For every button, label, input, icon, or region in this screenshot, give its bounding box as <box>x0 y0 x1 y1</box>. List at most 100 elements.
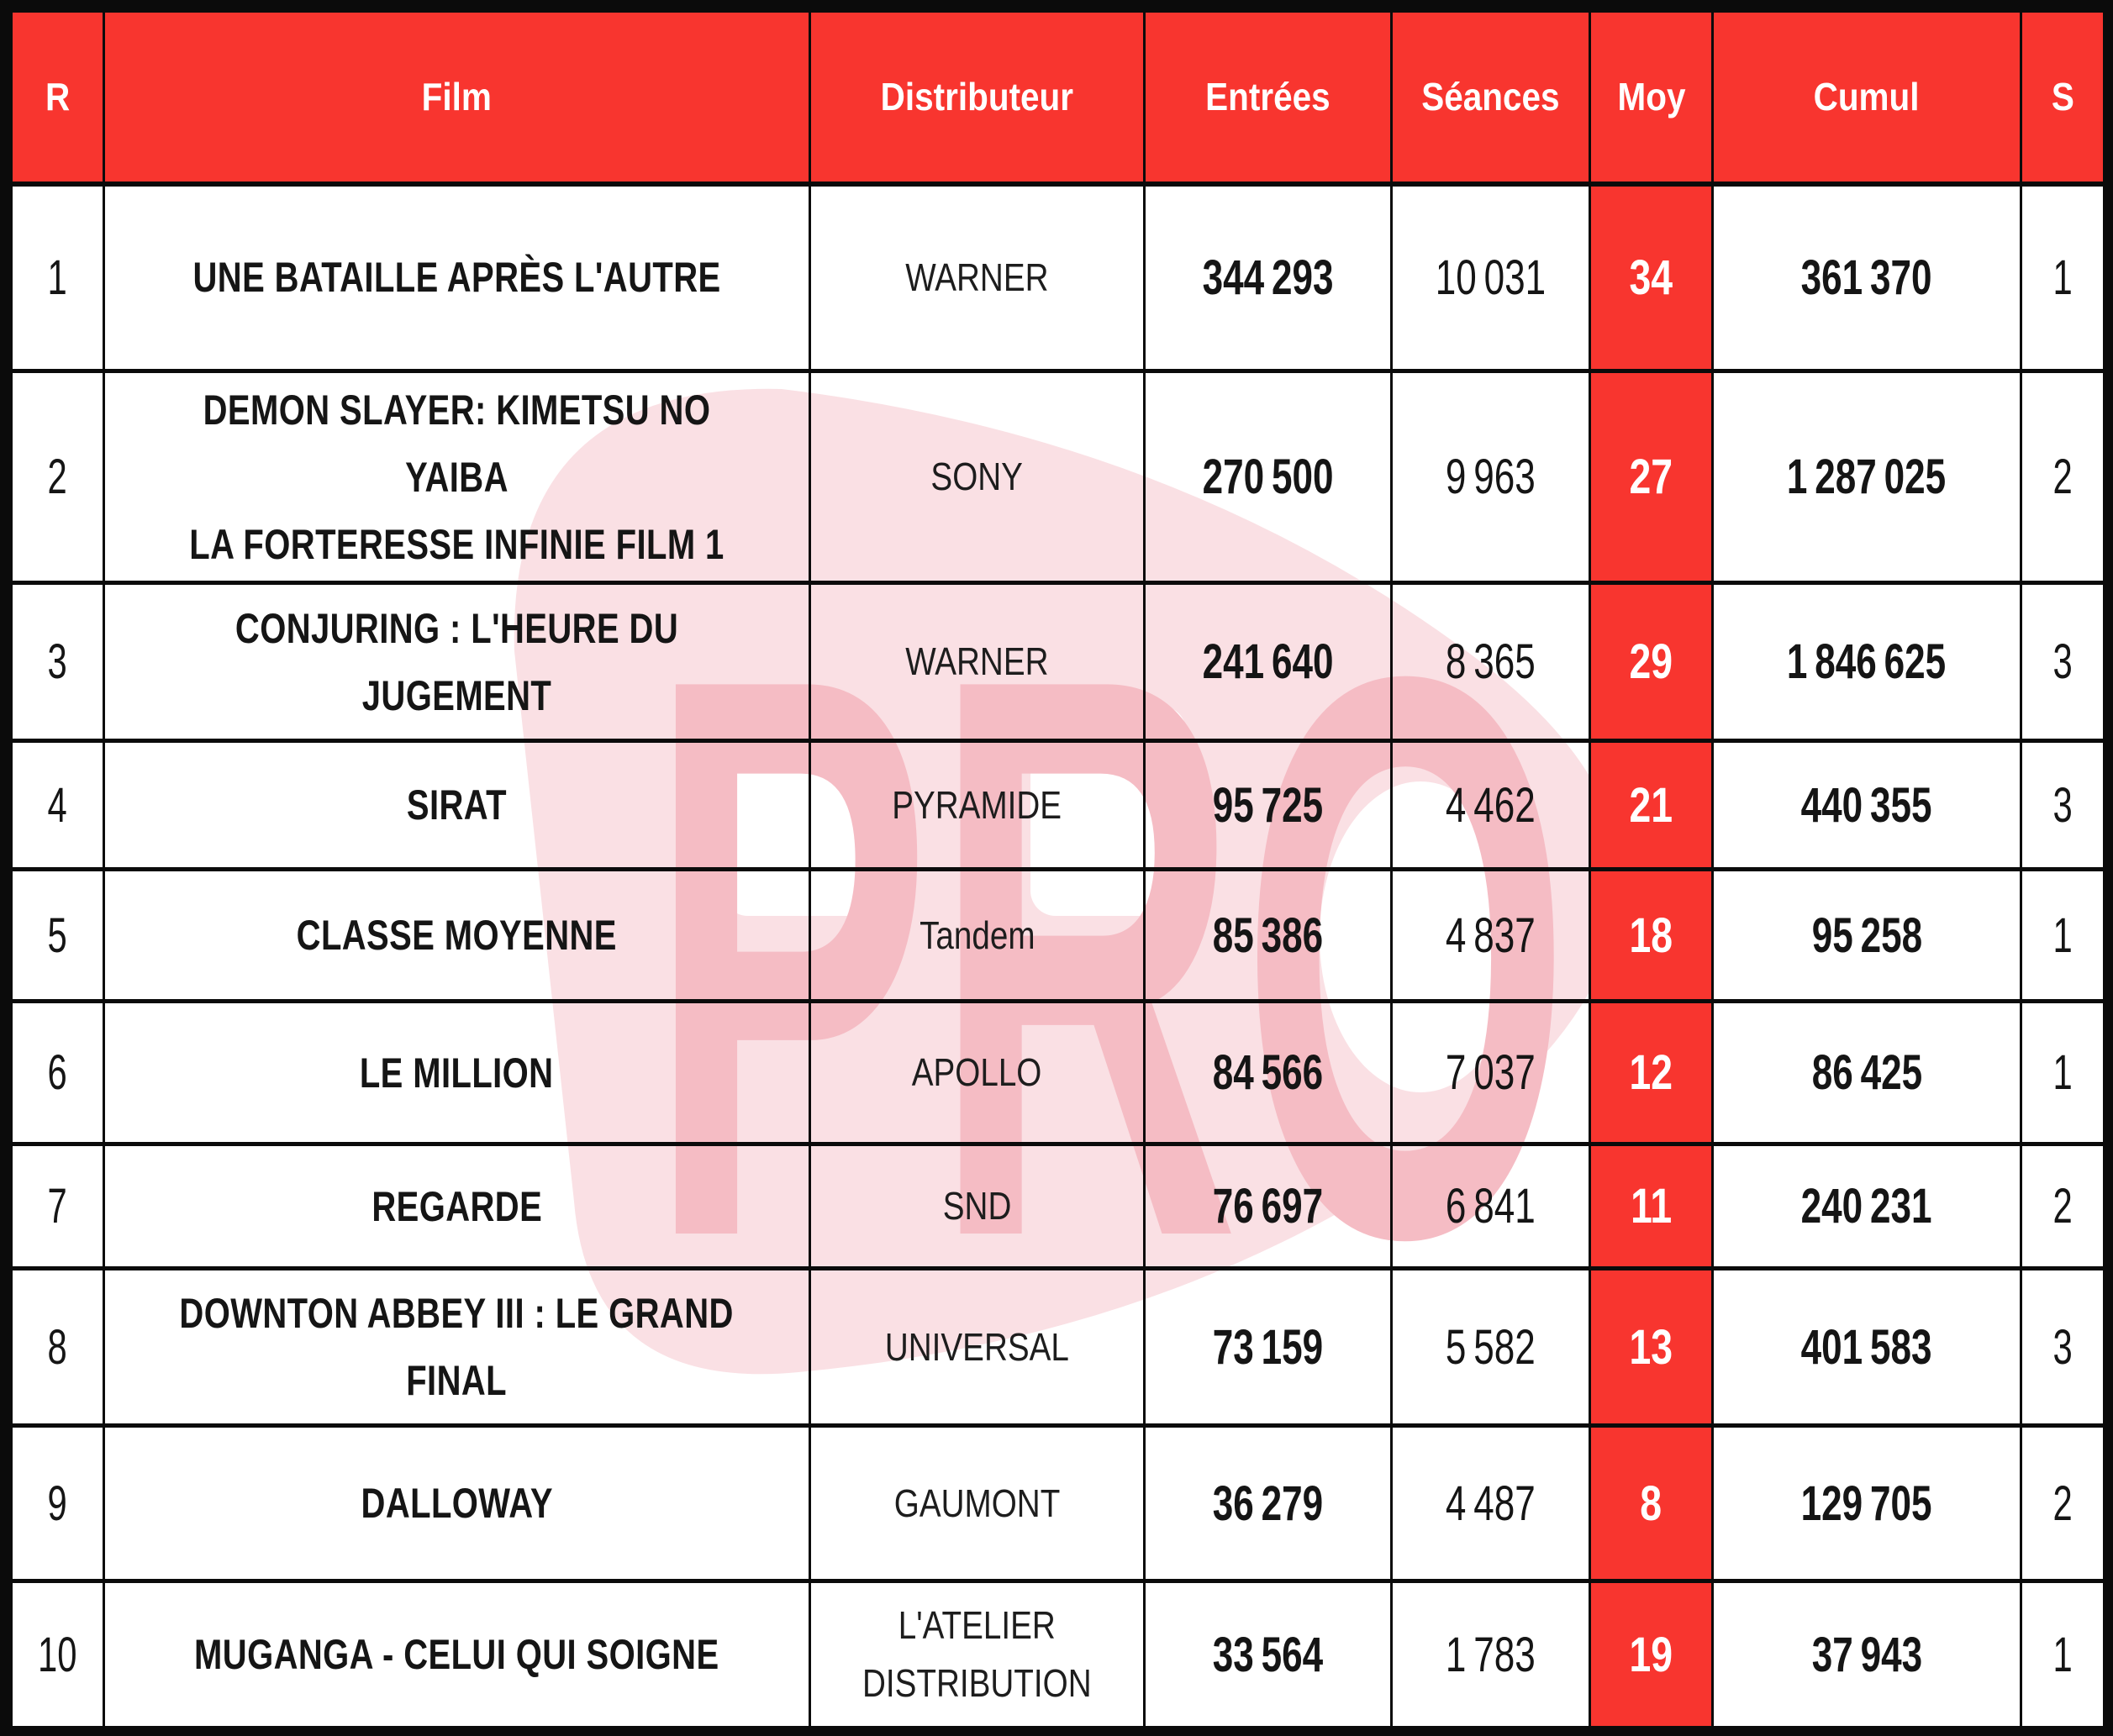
cell-screenings: 10 031 <box>1390 182 1591 372</box>
cell-rank: 10 <box>10 1580 105 1726</box>
cell-entries: 344 293 <box>1143 182 1393 372</box>
column-header-rank-label: R <box>45 75 71 119</box>
cumulative-text: 1 846 625 <box>1787 634 1947 689</box>
weeks-text: 1 <box>2052 250 2073 305</box>
cell-weeks: 2 <box>2020 1424 2103 1582</box>
screenings-text: 4 487 <box>1446 1476 1536 1531</box>
cell-entries: 36 279 <box>1143 1424 1393 1582</box>
film-text: SIRAT <box>406 781 508 829</box>
entries-text: 95 725 <box>1212 777 1324 833</box>
cell-average: 13 <box>1589 1267 1714 1427</box>
screenings-text: 8 365 <box>1446 634 1536 689</box>
distributor-text: Tandem <box>919 913 1035 957</box>
cell-screenings: 4 487 <box>1390 1424 1591 1582</box>
column-header-screenings-label: Séances <box>1421 75 1560 119</box>
column-header-average: Moy <box>1589 10 1714 185</box>
cell-entries: 95 725 <box>1143 739 1393 871</box>
film-text: DOWNTON ABBEY III : LE GRAND FINAL <box>179 1290 735 1404</box>
weeks-text: 1 <box>2052 907 2073 963</box>
cell-cumulative: 440 355 <box>1711 739 2022 871</box>
cell-screenings: 4 837 <box>1390 868 1591 1002</box>
distributor-text: GAUMONT <box>893 1481 1061 1525</box>
entries-text: 33 564 <box>1212 1627 1324 1682</box>
screenings-text: 6 841 <box>1446 1179 1536 1234</box>
cell-average: 27 <box>1589 370 1714 584</box>
column-header-cumulative: Cumul <box>1711 10 2022 185</box>
rank-text: 9 <box>47 1476 68 1531</box>
cell-cumulative: 240 231 <box>1711 1143 2022 1270</box>
weeks-text: 3 <box>2052 777 2073 833</box>
average-text: 12 <box>1629 1045 1673 1100</box>
film-text: REGARDE <box>371 1182 542 1230</box>
cumulative-text: 401 583 <box>1801 1319 1932 1375</box>
cell-screenings: 6 841 <box>1390 1143 1591 1270</box>
rank-text: 10 <box>38 1627 77 1682</box>
distributor-text: PYRAMIDE <box>892 782 1062 827</box>
cell-film: DOWNTON ABBEY III : LE GRAND FINAL <box>103 1267 811 1427</box>
cell-film: LE MILLION <box>103 1000 811 1145</box>
screenings-text: 9 963 <box>1446 450 1536 504</box>
column-header-film: Film <box>103 10 811 185</box>
column-header-weeks-label: S <box>2051 75 2074 119</box>
entries-text: 76 697 <box>1212 1179 1324 1234</box>
weeks-text: 2 <box>2052 1179 2073 1234</box>
weeks-text: 2 <box>2052 1476 2073 1531</box>
distributor-text: APOLLO <box>912 1050 1042 1094</box>
cell-distributor: UNIVERSAL <box>809 1267 1146 1427</box>
cell-film: CLASSE MOYENNE <box>103 868 811 1002</box>
cell-film: MUGANGA - CELUI QUI SOIGNE <box>103 1580 811 1726</box>
cell-weeks: 2 <box>2020 1143 2103 1270</box>
cell-cumulative: 129 705 <box>1711 1424 2022 1582</box>
entries-text: 36 279 <box>1212 1476 1324 1531</box>
cumulative-text: 440 355 <box>1801 777 1932 833</box>
cell-rank: 9 <box>10 1424 105 1582</box>
cell-average: 21 <box>1589 739 1714 871</box>
film-text: MUGANGA - CELUI QUI SOIGNE <box>194 1631 719 1678</box>
cell-distributor: WARNER <box>809 581 1146 742</box>
cell-screenings: 8 365 <box>1390 581 1591 742</box>
cell-average: 34 <box>1589 182 1714 372</box>
cell-weeks: 1 <box>2020 1580 2103 1726</box>
table-row: 10 MUGANGA - CELUI QUI SOIGNE L'ATELIER DI… <box>10 1580 2103 1726</box>
cell-screenings: 4 462 <box>1390 739 1591 871</box>
table-body: 1 UNE BATAILLE APRÈS L'AUTRE WARNER 344 293… <box>10 182 2103 1726</box>
table-row: 7 REGARDE SND 76 697 6 841 11 240 231 2 <box>10 1143 2103 1270</box>
distributor-text: SND <box>942 1184 1012 1228</box>
cell-screenings: 1 783 <box>1390 1580 1591 1726</box>
average-text: 11 <box>1630 1179 1673 1234</box>
cell-entries: 73 159 <box>1143 1267 1393 1427</box>
cell-average: 19 <box>1589 1580 1714 1726</box>
cell-cumulative: 37 943 <box>1711 1580 2022 1726</box>
average-text: 27 <box>1629 450 1673 504</box>
cell-entries: 33 564 <box>1143 1580 1393 1726</box>
table-row: 6 LE MILLION APOLLO 84 566 7 037 12 86 425 1 <box>10 1000 2103 1145</box>
rank-text: 1 <box>47 250 68 305</box>
distributor-text: L'ATELIER DISTRIBUTION <box>862 1603 1092 1705</box>
cell-rank: 5 <box>10 868 105 1002</box>
film-text: UNE BATAILLE APRÈS L'AUTRE <box>192 254 721 302</box>
weeks-text: 1 <box>2052 1627 2073 1682</box>
distributor-text: UNIVERSAL <box>884 1324 1070 1369</box>
cell-cumulative: 401 583 <box>1711 1267 2022 1427</box>
cell-weeks: 1 <box>2020 868 2103 1002</box>
table-row: 1 UNE BATAILLE APRÈS L'AUTRE WARNER 344 293… <box>10 182 2103 372</box>
cell-film: SIRAT <box>103 739 811 871</box>
cell-film: REGARDE <box>103 1143 811 1270</box>
rank-text: 7 <box>47 1179 68 1234</box>
cell-cumulative: 86 425 <box>1711 1000 2022 1145</box>
screenings-text: 10 031 <box>1435 250 1547 305</box>
rank-text: 4 <box>47 777 68 833</box>
entries-text: 85 386 <box>1212 907 1324 963</box>
cell-average: 11 <box>1589 1143 1714 1270</box>
cell-weeks: 1 <box>2020 1000 2103 1145</box>
column-header-entries: Entrées <box>1143 10 1393 185</box>
cell-cumulative: 1 846 625 <box>1711 581 2022 742</box>
cell-rank: 2 <box>10 370 105 584</box>
cell-screenings: 7 037 <box>1390 1000 1591 1145</box>
cell-entries: 85 386 <box>1143 868 1393 1002</box>
cell-rank: 1 <box>10 182 105 372</box>
screenings-text: 7 037 <box>1446 1045 1536 1100</box>
film-text: DEMON SLAYER: KIMETSU NO YAIBA LA FORTER… <box>189 386 725 568</box>
average-text: 13 <box>1629 1319 1673 1375</box>
